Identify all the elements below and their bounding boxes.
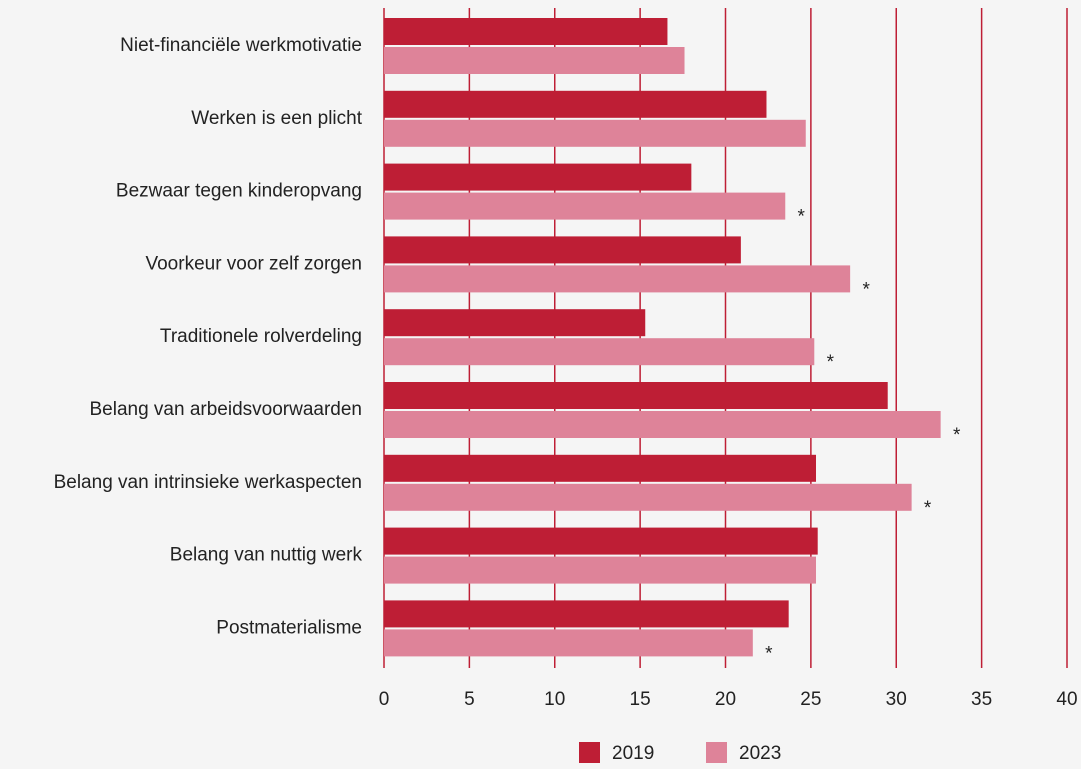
- x-tick-label: 30: [886, 689, 907, 710]
- y-tick-label: Werken is een plicht: [191, 108, 362, 129]
- x-tick-label: 0: [379, 689, 390, 710]
- bar: [384, 527, 818, 555]
- legend-swatch: [706, 742, 727, 763]
- significance-marker: *: [798, 207, 806, 228]
- significance-marker: *: [765, 643, 773, 664]
- bar: [384, 338, 815, 366]
- bar: [384, 90, 767, 118]
- bar: [384, 600, 789, 628]
- x-tick-label: 20: [715, 689, 736, 710]
- y-tick-label: Belang van arbeidsvoorwaarden: [89, 399, 362, 420]
- x-tick-label: 5: [464, 689, 475, 710]
- bar: [384, 265, 851, 293]
- legend-label: 2019: [612, 743, 654, 764]
- bar: [384, 192, 786, 220]
- x-tick-label: 10: [544, 689, 565, 710]
- x-tick-label: 40: [1056, 689, 1077, 710]
- significance-marker: *: [862, 279, 870, 300]
- y-tick-label: Traditionele rolverdeling: [160, 326, 362, 347]
- y-tick-label: Niet-financiële werkmotivatie: [120, 35, 362, 56]
- x-tick-label: 25: [800, 689, 821, 710]
- bar: [384, 454, 816, 482]
- x-tick-label: 15: [630, 689, 651, 710]
- bar: [384, 382, 888, 409]
- bar: [384, 629, 753, 657]
- y-tick-label: Belang van intrinsieke werkaspecten: [54, 472, 362, 493]
- y-tick-label: Postmaterialisme: [216, 617, 362, 638]
- x-tick-label: 35: [971, 689, 992, 710]
- significance-marker: *: [953, 425, 961, 446]
- bar: [384, 236, 741, 264]
- bar: [384, 556, 816, 584]
- bar: [384, 119, 806, 147]
- bar: [384, 309, 646, 337]
- bar: [384, 18, 668, 45]
- significance-marker: *: [924, 498, 932, 519]
- y-tick-label: Belang van nuttig werk: [170, 545, 363, 566]
- legend-label: 2023: [739, 743, 781, 764]
- y-tick-label: Voorkeur voor zelf zorgen: [145, 253, 362, 274]
- y-tick-label: Bezwaar tegen kinderopvang: [116, 181, 362, 202]
- legend-swatch: [579, 742, 600, 763]
- bar: [384, 47, 685, 74]
- bar: [384, 483, 912, 511]
- bar: [384, 411, 941, 438]
- significance-marker: *: [827, 352, 835, 373]
- bar: [384, 163, 692, 191]
